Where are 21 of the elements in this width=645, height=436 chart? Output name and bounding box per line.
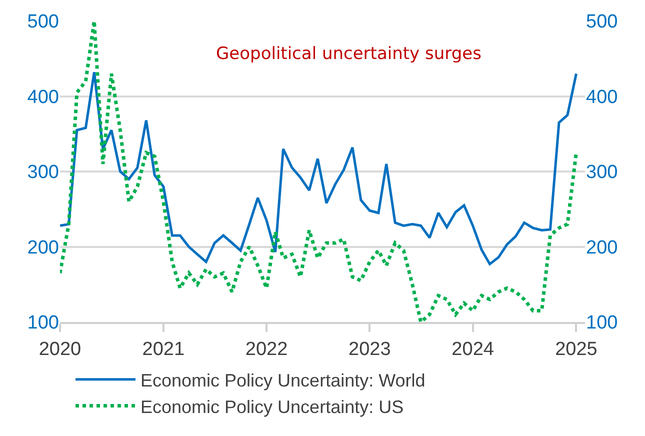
y2-tick-label: 500 (586, 12, 618, 33)
y-tick-label: 400 (27, 86, 59, 108)
y-tick-label: 500 (27, 12, 59, 33)
line-series (60, 21, 578, 322)
y-tick-label: 100 (27, 312, 59, 334)
legend-label: Economic Policy Uncertainty: US (140, 396, 404, 417)
annotation: Geopolitical uncertainty surges (216, 44, 482, 64)
legend-label: Economic Policy Uncertainty: World (140, 370, 426, 390)
line-series (60, 70, 578, 266)
x-tick-label: 2021 (142, 338, 185, 360)
y-tick-label: 300 (27, 162, 59, 184)
x-tick-label: 2025 (555, 338, 598, 360)
x-tick-label: 2022 (245, 338, 288, 360)
y2-tick-label: 300 (586, 162, 618, 184)
x-tick-label: 2024 (452, 338, 494, 360)
y2-tick-label: 400 (586, 86, 618, 108)
y-tick-label: 200 (27, 237, 59, 258)
x-tick-label: 2020 (38, 338, 82, 360)
y2-tick-label: 100 (586, 312, 618, 334)
x-tick-label: 2023 (348, 338, 391, 360)
y2-tick-label: 200 (586, 237, 618, 258)
